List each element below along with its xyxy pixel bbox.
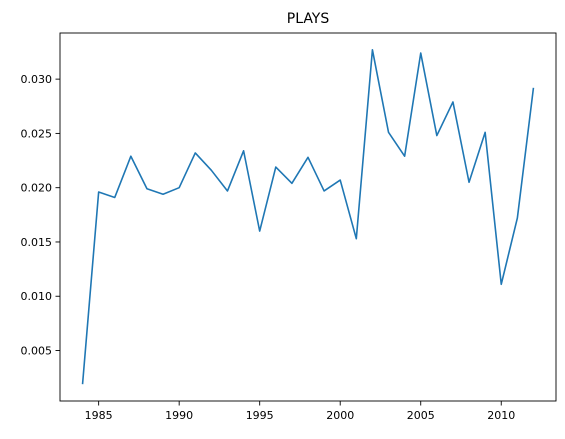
y-tick-label: 0.015 [21, 236, 53, 249]
chart-title: PLAYS [287, 11, 330, 27]
y-tick-label: 0.030 [21, 73, 53, 86]
y-tick-label: 0.025 [21, 127, 53, 140]
y-tick-label: 0.020 [21, 182, 53, 195]
plot-frame [59, 32, 557, 402]
series-line [81, 49, 535, 385]
y-tick-label: 0.005 [21, 345, 53, 358]
y-axis: 0.005 0.010 0.015 0.020 0.025 0.030 [21, 73, 60, 358]
y-tick-label: 0.010 [21, 290, 53, 303]
x-tick-label: 2010 [487, 409, 515, 422]
x-tick-label: 2005 [407, 409, 435, 422]
x-tick-label: 2000 [326, 409, 354, 422]
x-tick-label: 1985 [85, 409, 113, 422]
x-axis: 1985 1990 1995 2000 2005 2010 [85, 401, 515, 422]
x-tick-label: 1990 [165, 409, 193, 422]
x-tick-label: 1995 [246, 409, 274, 422]
